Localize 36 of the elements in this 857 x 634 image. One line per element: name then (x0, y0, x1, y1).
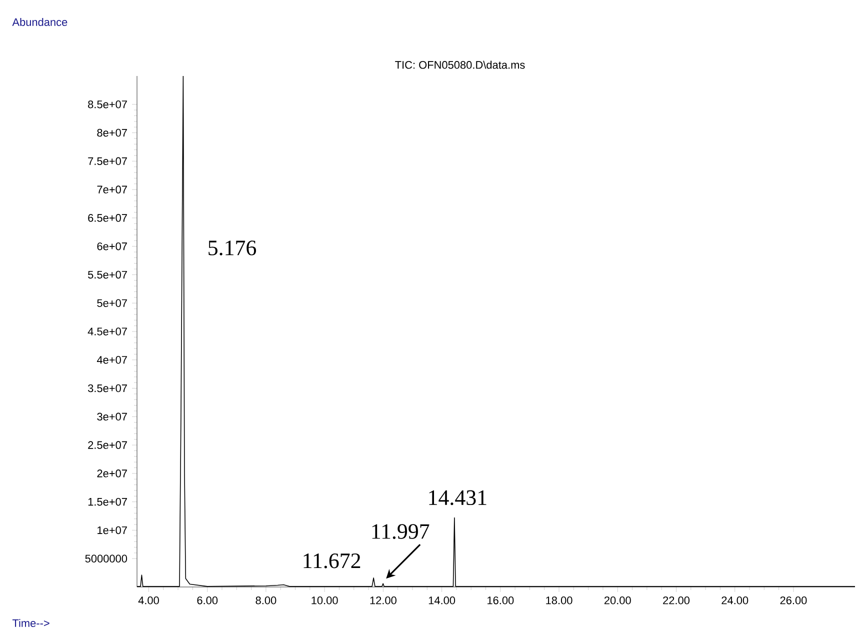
annotation: 14.431 (429, 490, 486, 506)
x-tick-label: 16.00 (488, 596, 514, 604)
x-tick-label: 26.00 (780, 596, 807, 604)
y-tick-label: 5e+07 (97, 299, 127, 307)
annotation: 5.176 (208, 240, 256, 256)
y-tick-label: 5.5e+07 (88, 270, 127, 279)
y-tick-label: 6.5e+07 (88, 214, 127, 222)
y-tick-label: 7e+07 (97, 186, 127, 194)
x-tick-label: 4.00 (138, 596, 159, 604)
y-tick-label: 3.5e+07 (88, 384, 127, 392)
x-tick-label: 10.00 (312, 596, 338, 604)
chart-title: TIC: OFN05080.D\data.ms (395, 60, 525, 69)
y-tick-label: 5000000 (85, 554, 128, 562)
y-tick-label: 1.5e+07 (88, 498, 127, 506)
y-axis-title: Abundance (12, 18, 68, 26)
x-tick-label: 18.00 (546, 596, 572, 604)
x-tick-label: 6.00 (197, 596, 218, 604)
y-tick-label: 3e+07 (97, 412, 127, 421)
x-tick-label: 20.00 (604, 596, 631, 604)
y-tick-label: 4e+07 (96, 356, 127, 364)
x-tick-label: 8.00 (256, 596, 276, 604)
y-tick-label: 6e+07 (97, 242, 127, 250)
x-tick-label: 22.00 (663, 596, 690, 604)
y-tick-label: 4.5e+07 (88, 328, 127, 336)
y-tick-label: 8e+07 (97, 128, 127, 137)
annotation: 11.672 (304, 553, 360, 568)
x-tick-label: 14.00 (428, 596, 456, 604)
x-tick-label: 24.00 (722, 596, 748, 604)
y-tick-label: 8.5e+07 (88, 100, 127, 108)
y-tick-label: 1e+07 (98, 526, 127, 534)
annotation: 11.997 (372, 524, 430, 539)
y-tick-label: 7.5e+07 (88, 157, 127, 166)
y-tick-label: 2e+07 (97, 470, 127, 478)
x-axis-title: Time--> (12, 618, 50, 628)
y-tick-label: 2.5e+07 (88, 441, 127, 449)
x-tick-label: 12.00 (370, 596, 396, 604)
